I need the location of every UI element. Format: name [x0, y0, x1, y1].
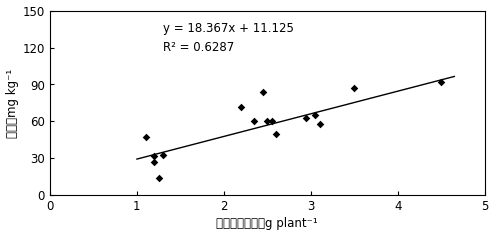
Point	[302, 116, 310, 120]
Point	[437, 80, 445, 84]
Point	[150, 160, 158, 164]
Point	[316, 122, 324, 126]
Point	[259, 90, 267, 94]
Text: y = 18.367x + 11.125: y = 18.367x + 11.125	[163, 21, 294, 34]
Point	[272, 132, 280, 136]
Point	[237, 105, 245, 109]
Y-axis label: 硬解氮mg kg⁻¹: 硬解氮mg kg⁻¹	[5, 68, 19, 138]
Point	[150, 154, 158, 158]
Point	[142, 136, 150, 139]
Point	[263, 120, 271, 123]
Point	[350, 86, 358, 90]
Point	[159, 153, 167, 157]
Point	[311, 114, 319, 117]
Point	[250, 120, 258, 123]
Point	[155, 176, 163, 180]
Point	[268, 120, 276, 123]
X-axis label: 氮基酸吸收量ｕg plant⁻¹: 氮基酸吸收量ｕg plant⁻¹	[216, 217, 318, 230]
Text: R² = 0.6287: R² = 0.6287	[163, 41, 234, 54]
